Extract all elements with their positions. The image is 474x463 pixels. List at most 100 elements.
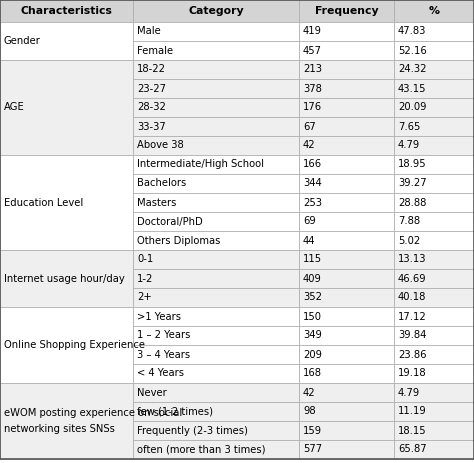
Bar xyxy=(133,440,299,459)
Text: eWOM posting experience on social: eWOM posting experience on social xyxy=(4,408,182,418)
Text: 33-37: 33-37 xyxy=(137,121,166,131)
Bar xyxy=(0,383,133,459)
Text: 13.13: 13.13 xyxy=(398,255,427,264)
Text: < 4 Years: < 4 Years xyxy=(137,369,184,378)
Bar xyxy=(133,212,299,231)
Text: 7.65: 7.65 xyxy=(398,121,420,131)
Bar xyxy=(133,117,299,136)
Text: Bachelors: Bachelors xyxy=(137,179,186,188)
Text: 69: 69 xyxy=(303,217,316,226)
Bar xyxy=(394,440,474,459)
Text: Male: Male xyxy=(137,26,161,37)
Bar xyxy=(299,288,394,307)
Text: Gender: Gender xyxy=(4,36,41,46)
Text: Category: Category xyxy=(188,6,244,16)
Text: 20.09: 20.09 xyxy=(398,102,427,113)
Bar xyxy=(394,212,474,231)
Bar xyxy=(133,250,299,269)
Bar xyxy=(0,60,133,155)
Text: 159: 159 xyxy=(303,425,322,436)
Bar xyxy=(394,41,474,60)
Text: Others Diplomas: Others Diplomas xyxy=(137,236,220,245)
Text: 457: 457 xyxy=(303,45,322,56)
Bar xyxy=(299,22,394,41)
Text: 3 – 4 Years: 3 – 4 Years xyxy=(137,350,190,359)
Text: 24.32: 24.32 xyxy=(398,64,427,75)
Bar xyxy=(133,269,299,288)
Bar xyxy=(133,174,299,193)
Text: 67: 67 xyxy=(303,121,316,131)
Bar xyxy=(394,326,474,345)
Bar xyxy=(299,60,394,79)
Text: 44: 44 xyxy=(303,236,316,245)
Bar xyxy=(394,269,474,288)
Bar xyxy=(299,364,394,383)
Text: 39.27: 39.27 xyxy=(398,179,427,188)
Text: few (1-2 times): few (1-2 times) xyxy=(137,407,213,417)
Bar xyxy=(299,421,394,440)
Bar xyxy=(0,250,133,307)
Bar xyxy=(299,345,394,364)
Bar xyxy=(133,421,299,440)
Text: 1-2: 1-2 xyxy=(137,274,154,283)
Text: 23.86: 23.86 xyxy=(398,350,427,359)
Text: 2+: 2+ xyxy=(137,293,152,302)
Text: Intermediate/High School: Intermediate/High School xyxy=(137,159,264,169)
Bar xyxy=(133,364,299,383)
Bar xyxy=(0,155,133,250)
Text: 7.88: 7.88 xyxy=(398,217,420,226)
Bar xyxy=(299,440,394,459)
Text: Education Level: Education Level xyxy=(4,198,83,207)
Text: Frequently (2-3 times): Frequently (2-3 times) xyxy=(137,425,248,436)
Bar xyxy=(299,41,394,60)
Text: 11.19: 11.19 xyxy=(398,407,427,417)
Text: 28-32: 28-32 xyxy=(137,102,166,113)
Text: Above 38: Above 38 xyxy=(137,140,184,150)
Text: 344: 344 xyxy=(303,179,322,188)
Text: 46.69: 46.69 xyxy=(398,274,427,283)
Bar xyxy=(133,136,299,155)
Bar xyxy=(299,383,394,402)
Text: %: % xyxy=(428,6,439,16)
Bar xyxy=(299,250,394,269)
Bar xyxy=(299,155,394,174)
Text: 419: 419 xyxy=(303,26,322,37)
Bar xyxy=(394,60,474,79)
Bar xyxy=(299,98,394,117)
Bar xyxy=(299,117,394,136)
Text: 166: 166 xyxy=(303,159,322,169)
Bar xyxy=(133,193,299,212)
Bar xyxy=(133,98,299,117)
Bar xyxy=(394,136,474,155)
Bar xyxy=(394,98,474,117)
Bar xyxy=(394,364,474,383)
Bar xyxy=(394,0,474,22)
Text: 1 – 2 Years: 1 – 2 Years xyxy=(137,331,191,340)
Text: 19.18: 19.18 xyxy=(398,369,427,378)
Bar xyxy=(0,22,133,60)
Bar xyxy=(394,231,474,250)
Text: >1 Years: >1 Years xyxy=(137,312,181,321)
Text: 378: 378 xyxy=(303,83,322,94)
Text: 168: 168 xyxy=(303,369,322,378)
Text: 18.95: 18.95 xyxy=(398,159,427,169)
Bar xyxy=(299,402,394,421)
Bar xyxy=(299,174,394,193)
Text: AGE: AGE xyxy=(4,102,25,113)
Bar xyxy=(133,383,299,402)
Text: 213: 213 xyxy=(303,64,322,75)
Text: 209: 209 xyxy=(303,350,322,359)
Text: 115: 115 xyxy=(303,255,322,264)
Text: 42: 42 xyxy=(303,140,316,150)
Text: 43.15: 43.15 xyxy=(398,83,427,94)
Bar xyxy=(394,174,474,193)
Text: 52.16: 52.16 xyxy=(398,45,427,56)
Bar xyxy=(394,288,474,307)
Text: 17.12: 17.12 xyxy=(398,312,427,321)
Bar xyxy=(394,22,474,41)
Bar xyxy=(299,136,394,155)
Bar xyxy=(0,307,133,383)
Bar xyxy=(299,231,394,250)
Text: 65.87: 65.87 xyxy=(398,444,427,455)
Text: 40.18: 40.18 xyxy=(398,293,427,302)
